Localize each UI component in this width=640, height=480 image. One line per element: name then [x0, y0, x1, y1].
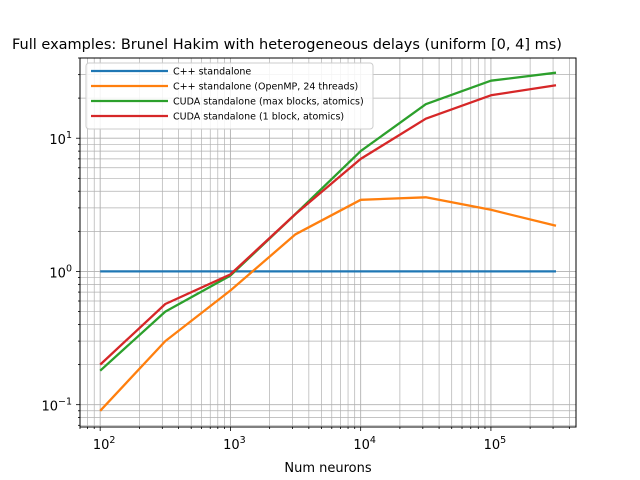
series-line [99, 196, 557, 412]
series-line [99, 71, 557, 372]
legend-entry: C++ standalone (OpenMP, 24 threads) [173, 82, 358, 93]
y-tick-label: 10−1 [41, 397, 72, 415]
series-line [99, 84, 557, 366]
x-tick-label: 103 [223, 435, 246, 453]
y-tick-label: 101 [49, 130, 72, 148]
x-tick-label: 102 [93, 435, 116, 453]
y-tick-label: 100 [49, 263, 72, 281]
x-axis-label: Num neurons [284, 461, 371, 476]
chart-title: Full examples: Brunel Hakim with heterog… [12, 37, 562, 53]
axis-ticks: 102 103 104 105 10−1 100 101 [41, 57, 570, 453]
legend-entry: C++ standalone [173, 67, 251, 78]
legend-box [85, 62, 374, 130]
plot-frame [79, 57, 577, 428]
x-tick-label: 104 [353, 435, 376, 453]
x-tick-label: 105 [484, 435, 507, 453]
legend: C++ standalone C++ standalone (OpenMP, 24… [85, 62, 374, 130]
legend-entry: CUDA standalone (max blocks, atomics) [173, 97, 364, 108]
series-lines [99, 71, 557, 412]
legend-entry: CUDA standalone (1 block, atomics) [173, 112, 344, 123]
